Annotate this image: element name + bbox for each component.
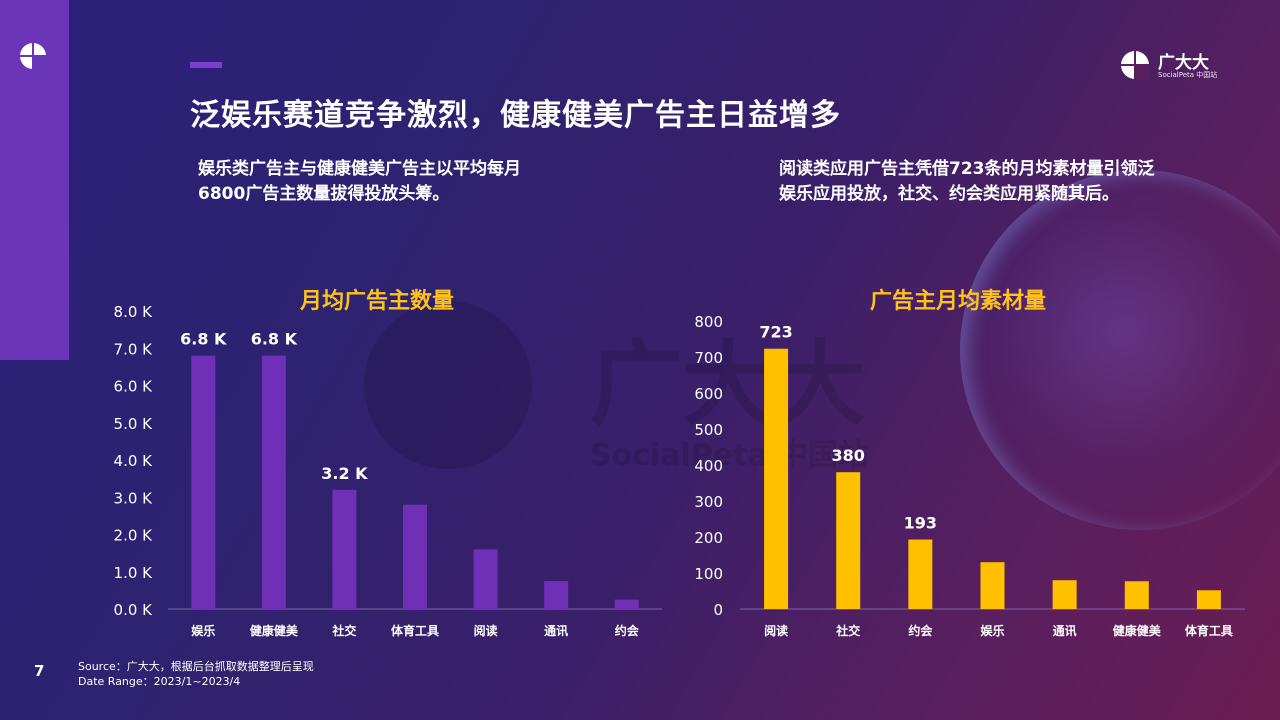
y-tick-label: 600 <box>694 385 723 403</box>
y-tick-label: 7.0 K <box>114 340 154 358</box>
data-label: 6.8 K <box>251 330 298 349</box>
bar <box>544 581 569 609</box>
y-tick-label: 2.0 K <box>114 527 154 545</box>
bar <box>1196 590 1221 609</box>
x-tick-label: 约会 <box>615 623 640 638</box>
y-tick-label: 8.0 K <box>114 303 154 321</box>
y-tick-label: 400 <box>694 457 723 475</box>
brand-name: 广大大 <box>1158 53 1209 73</box>
bar <box>473 549 498 609</box>
bar <box>836 472 861 609</box>
bar <box>332 489 357 609</box>
x-tick-label: 健康健美 <box>1113 623 1162 638</box>
chart-adv: 0.0 K 1.0 K 2.0 K 3.0 K 4.0 K 5.0 K 6.0 K 7.0 K… <box>114 303 662 638</box>
y-tick-label: 0.0 K <box>114 601 154 619</box>
x-tick-label: 健康健美 <box>250 623 299 638</box>
date-range-line: Date Range：2023/1~2023/4 <box>78 675 241 688</box>
data-label: 6.8 K <box>180 330 227 349</box>
y-tick-label: 3.0 K <box>114 489 154 507</box>
y-tick-label: 200 <box>694 529 723 547</box>
page-title: 泛娱乐赛道竞争激烈，健康健美广告主日益增多 <box>190 98 841 133</box>
bar <box>764 348 789 609</box>
x-tick-label: 体育工具 <box>1185 623 1233 638</box>
source-line: Source：广大大，根据后台抓取数据整理后呈现 <box>78 660 314 673</box>
y-tick-label: 800 <box>694 313 723 331</box>
x-tick-label: 娱乐 <box>191 623 215 638</box>
title-accent-bar <box>190 62 222 68</box>
brand-icon <box>1120 50 1150 80</box>
chart-cre: 0 100 200 300 400 500 600 700 800 阅读 723 社交 380 约会 193… <box>694 313 1245 638</box>
bar <box>614 599 639 609</box>
x-tick-label: 阅读 <box>474 623 498 638</box>
bar <box>261 355 286 609</box>
y-tick-label: 4.0 K <box>114 452 154 470</box>
x-tick-label: 体育工具 <box>391 623 439 638</box>
insight-left: 娱乐类广告主与健康健美广告主以平均每月6800广告主数量拔得投放头筹。 <box>198 159 521 204</box>
bar <box>1124 581 1149 609</box>
source-note: Source：广大大，根据后台抓取数据整理后呈现 Date Range：2023… <box>78 659 314 689</box>
x-tick-label: 阅读 <box>764 623 788 638</box>
bar <box>1052 580 1077 609</box>
y-tick-label: 700 <box>694 349 723 367</box>
y-tick-label: 100 <box>694 565 723 583</box>
bar <box>403 504 427 609</box>
y-tick-label: 5.0 K <box>114 415 154 433</box>
y-tick-label: 300 <box>694 493 723 511</box>
globe-background <box>960 170 1280 530</box>
x-tick-label: 娱乐 <box>980 623 1004 638</box>
bar <box>908 539 933 609</box>
data-label: 380 <box>832 446 865 465</box>
bar <box>980 562 1005 609</box>
insight-right: 阅读类应用广告主凭借723条的月均素材量引领泛娱乐应用投放，社交、约会类应用紧随… <box>779 159 1155 204</box>
y-tick-label: 500 <box>694 421 723 439</box>
x-tick-label: 社交 <box>835 623 860 638</box>
y-tick-label: 1.0 K <box>114 564 154 582</box>
x-tick-label: 通讯 <box>544 623 568 638</box>
bar <box>191 355 216 609</box>
page-number: 7 <box>34 662 45 680</box>
logo-icon <box>19 42 47 70</box>
y-tick-label: 0 <box>713 601 723 619</box>
brand-subtitle: SocialPeta 中国站 <box>1158 71 1218 79</box>
y-tick-label: 6.0 K <box>114 378 154 396</box>
chart-title-advertisers: 月均广告主数量 <box>300 289 455 314</box>
x-tick-label: 约会 <box>908 623 933 638</box>
x-tick-label: 通讯 <box>1053 623 1077 638</box>
chart-title-creatives: 广告主月均素材量 <box>870 289 1047 314</box>
x-tick-label: 社交 <box>331 623 356 638</box>
data-label: 723 <box>759 323 792 342</box>
data-label: 193 <box>904 514 937 533</box>
data-label: 3.2 K <box>321 464 368 483</box>
